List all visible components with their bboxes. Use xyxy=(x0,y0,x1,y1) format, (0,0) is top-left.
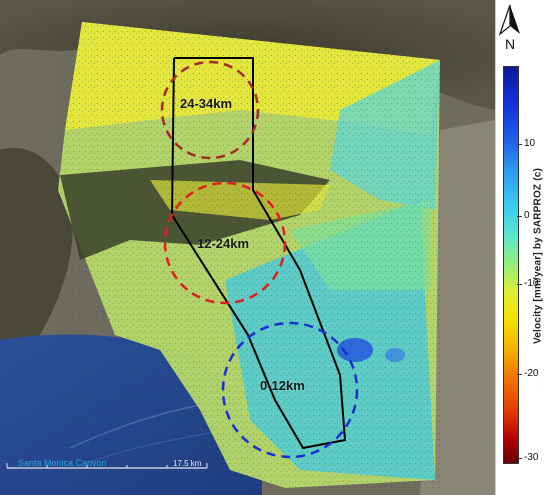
zone-label-0-12: 0-12km xyxy=(260,378,305,393)
colorbar-title-text: Velocity [mm/year] by SARPROZ (c) xyxy=(532,167,544,345)
map-canvas xyxy=(0,0,495,495)
north-label: N xyxy=(504,36,516,52)
colorbar-tick-minus-10 xyxy=(517,284,522,285)
study-corridor-outline xyxy=(170,57,347,450)
north-arrow: N xyxy=(497,4,523,54)
basemap-mountains-west xyxy=(0,147,73,345)
zone-circle-12-24 xyxy=(163,181,287,305)
velocity-colorbar xyxy=(503,66,519,464)
scale-bar-ticks xyxy=(6,463,208,468)
zone-label-24-34: 24-34km xyxy=(180,96,233,111)
scale-bar-label: 17.5 km xyxy=(173,459,202,468)
zone-circle-24-34 xyxy=(160,60,260,160)
colorbar-label-minus-10: -10 xyxy=(524,278,539,289)
colorbar-label-10: 10 xyxy=(524,138,536,149)
colorbar-tick-minus-30 xyxy=(517,458,522,459)
zone-circle-0-12 xyxy=(221,321,359,459)
colorbar-tick-0 xyxy=(517,216,522,217)
colorbar-label-minus-20: -20 xyxy=(524,368,539,379)
satellite-map: 24-34km 12-24km 0-12km Santa Monica Cany… xyxy=(0,0,496,495)
zone-label-12-24: 12-24km xyxy=(197,236,250,251)
north-arrow-icon xyxy=(498,4,520,36)
place-label-santa-monica-canyon: Santa Monica Canyon xyxy=(18,458,107,468)
colorbar-tick-minus-20 xyxy=(517,374,522,375)
colorbar-label-0: 0 xyxy=(524,210,530,221)
insar-speckle xyxy=(58,22,440,488)
colorbar-tick-10 xyxy=(517,144,522,145)
colorbar-label-minus-30: -30 xyxy=(524,452,539,463)
